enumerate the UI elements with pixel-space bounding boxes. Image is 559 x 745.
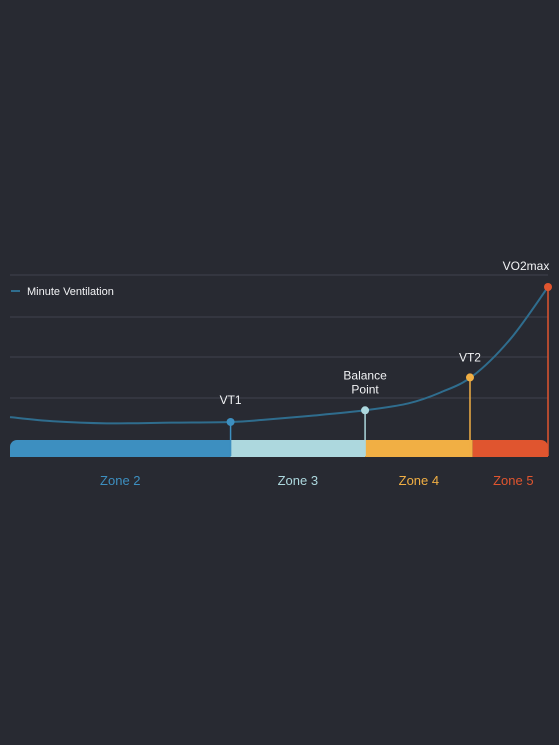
zone-segment-zone-3 <box>230 440 366 457</box>
marker-vo2max: VO2max <box>503 259 552 456</box>
marker-balance-point: Balance Point <box>343 368 387 456</box>
marker-dot <box>465 373 474 382</box>
zone-label-zone-2: Zone 2 <box>100 473 140 488</box>
marker-dot <box>226 417 235 426</box>
zone-segment-zone-2 <box>10 440 231 457</box>
threshold-markers: VT1 Balance Point VT2 VO2max <box>220 259 552 456</box>
marker-label: Balance Point <box>343 368 387 396</box>
zone-bar <box>10 440 548 457</box>
zone-segment-zone-5 <box>472 440 548 457</box>
marker-label: VO2max <box>503 259 550 273</box>
zone-label-zone-4: Zone 4 <box>399 473 439 488</box>
marker-vt1: VT1 <box>220 393 242 456</box>
zone-segment-zone-4 <box>365 440 473 457</box>
zone-label-zone-5: Zone 5 <box>493 473 533 488</box>
legend-label: Minute Ventilation <box>27 286 114 298</box>
marker-dot <box>361 406 370 415</box>
gridlines <box>10 274 548 399</box>
legend: Minute Ventilation <box>11 286 114 298</box>
zone-labels: Zone 2 Zone 3 Zone 4 Zone 5 <box>100 473 534 488</box>
marker-dot <box>544 283 552 291</box>
zone-label-zone-3: Zone 3 <box>278 473 318 488</box>
marker-label: VT1 <box>220 393 242 407</box>
marker-vt2: VT2 <box>459 350 481 456</box>
marker-label: VT2 <box>459 350 481 364</box>
